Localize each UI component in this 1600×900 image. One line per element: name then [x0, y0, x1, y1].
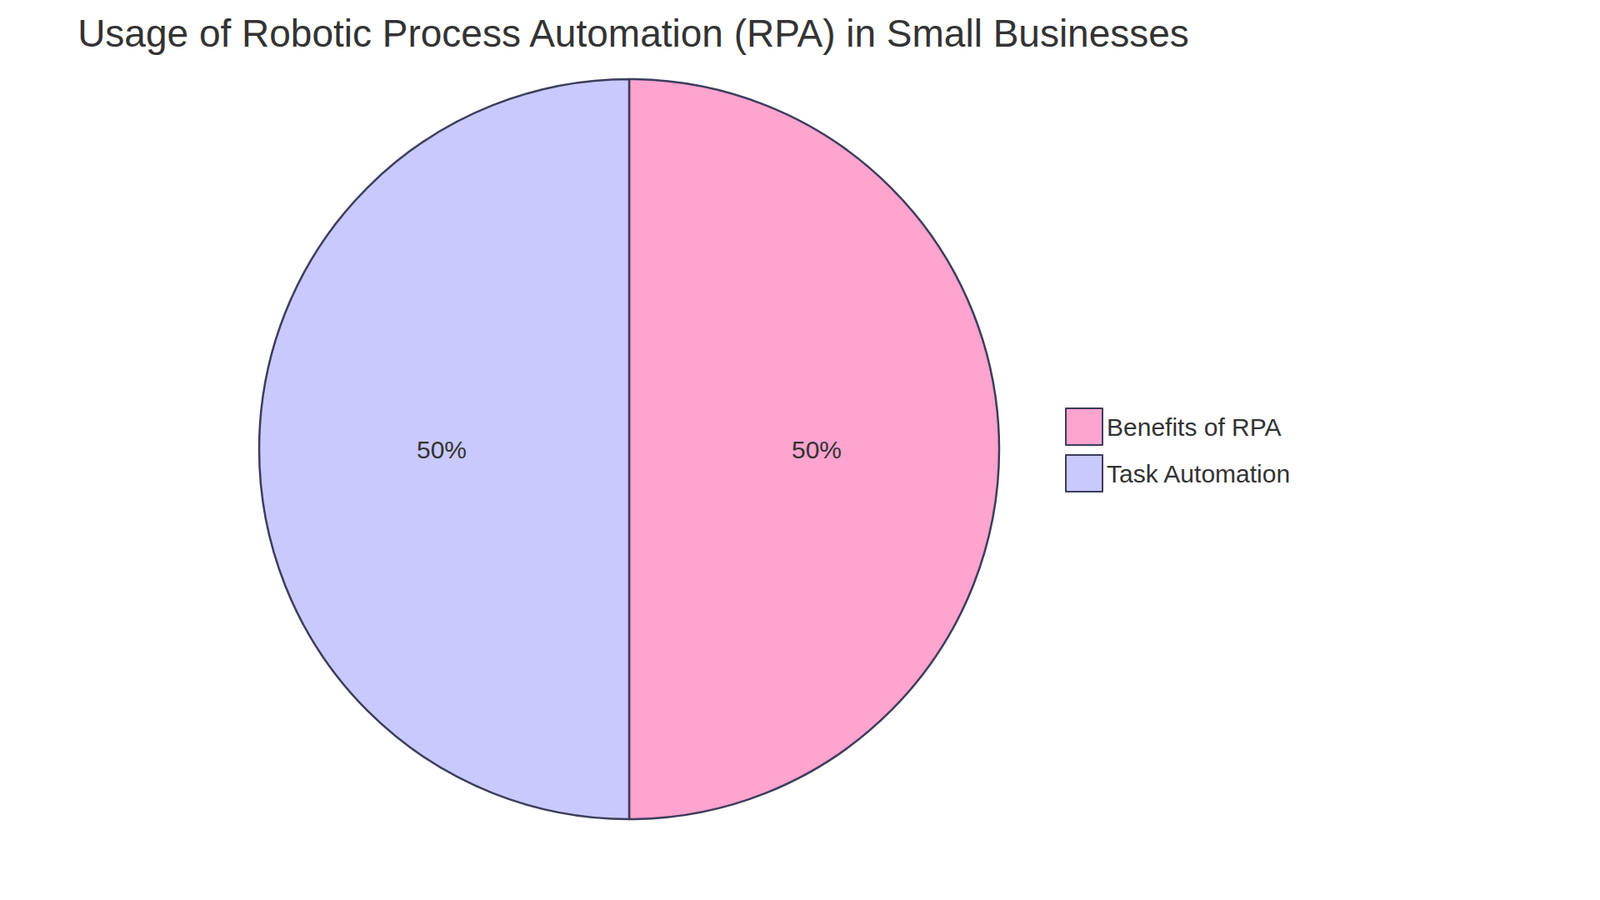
svg-text:50%: 50%: [416, 435, 467, 464]
svg-text:Usage of Robotic Process Autom: Usage of Robotic Process Automation (RPA…: [77, 11, 1190, 55]
svg-text:Task Automation: Task Automation: [1106, 460, 1290, 488]
svg-text:50%: 50%: [791, 435, 842, 464]
svg-text:Benefits of RPA: Benefits of RPA: [1106, 413, 1282, 441]
